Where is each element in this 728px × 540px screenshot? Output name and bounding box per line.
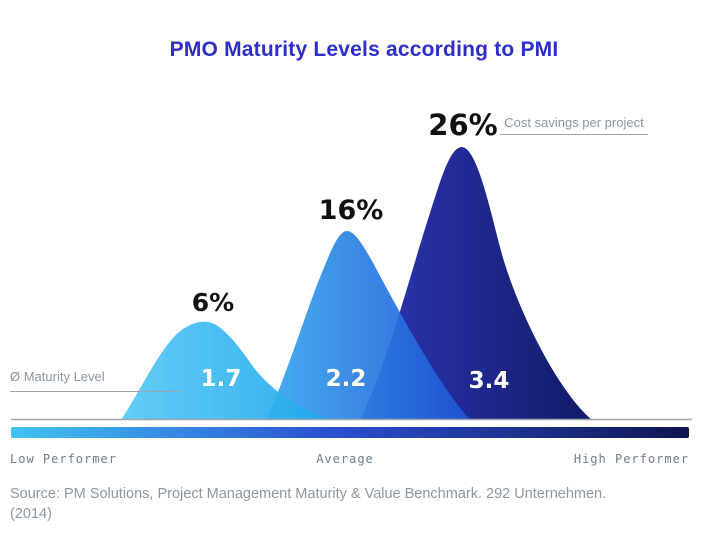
axis-label-low-performer: Low Performer [10, 452, 117, 466]
cost-savings-annotation: Cost savings per project [500, 115, 648, 135]
source-citation: Source: PM Solutions, Project Management… [10, 484, 715, 524]
maturity-level-annotation: Ø Maturity Level [10, 369, 180, 392]
maturity-value-low: 1.7 [200, 366, 242, 392]
axis-label-average: Average [316, 452, 374, 466]
source-line-1: Source: PM Solutions, Project Management… [10, 486, 607, 502]
percent-label-average: 16% [318, 195, 384, 226]
axis-label-high-performer: High Performer [573, 452, 689, 466]
percent-label-low: 6% [191, 288, 235, 317]
page-title: PMO Maturity Levels according to PMI [169, 38, 559, 61]
maturity-value-average: 2.2 [325, 366, 367, 392]
maturity-value-high: 3.4 [468, 368, 510, 394]
percent-label-high: 26% [428, 108, 498, 142]
curve-average [266, 231, 470, 420]
source-line-2: (2014) [10, 506, 52, 522]
curve-low-performer [121, 321, 334, 420]
performance-gradient-bar [11, 427, 689, 438]
